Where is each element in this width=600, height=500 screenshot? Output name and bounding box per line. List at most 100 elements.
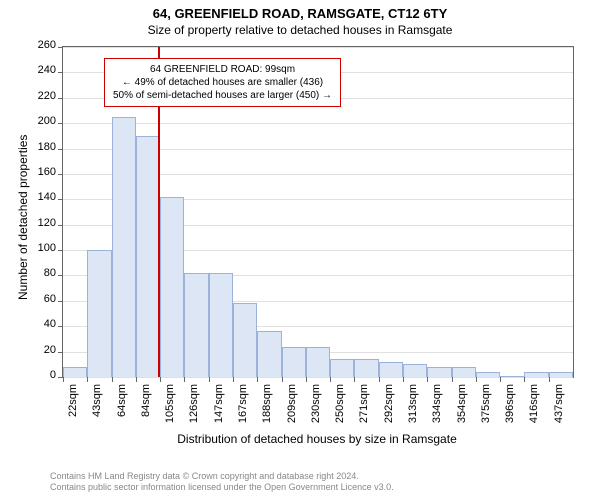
histogram-bar bbox=[379, 362, 403, 377]
annotation-line: ← 49% of detached houses are smaller (43… bbox=[113, 76, 332, 89]
x-tick-mark bbox=[427, 377, 428, 382]
x-tick-label: 43sqm bbox=[91, 384, 103, 429]
histogram-bar bbox=[160, 197, 184, 377]
annotation-line: 50% of semi-detached houses are larger (… bbox=[113, 89, 332, 102]
x-tick-mark bbox=[500, 377, 501, 382]
y-tick-mark bbox=[58, 275, 63, 276]
x-tick-mark bbox=[209, 377, 210, 382]
y-tick-label: 160 bbox=[26, 166, 56, 178]
histogram-bar bbox=[476, 372, 500, 377]
x-tick-label: 334sqm bbox=[431, 384, 443, 429]
x-tick-mark bbox=[524, 377, 525, 382]
y-tick-label: 20 bbox=[26, 344, 56, 356]
histogram-bar bbox=[257, 331, 281, 377]
y-tick-mark bbox=[58, 149, 63, 150]
histogram-bar bbox=[452, 367, 476, 377]
x-tick-label: 354sqm bbox=[456, 384, 468, 429]
y-tick-label: 240 bbox=[26, 64, 56, 76]
annotation-box: 64 GREENFIELD ROAD: 99sqm← 49% of detach… bbox=[104, 58, 341, 107]
y-tick-mark bbox=[58, 225, 63, 226]
x-tick-mark bbox=[87, 377, 88, 382]
x-tick-label: 416sqm bbox=[528, 384, 540, 429]
x-tick-mark bbox=[184, 377, 185, 382]
histogram-bar bbox=[112, 117, 136, 377]
y-tick-label: 120 bbox=[26, 217, 56, 229]
x-tick-label: 292sqm bbox=[383, 384, 395, 429]
y-tick-label: 0 bbox=[26, 369, 56, 381]
histogram-bar bbox=[427, 367, 451, 377]
histogram-bar bbox=[330, 359, 354, 377]
y-tick-label: 60 bbox=[26, 293, 56, 305]
x-tick-mark bbox=[379, 377, 380, 382]
x-tick-label: 188sqm bbox=[261, 384, 273, 429]
chart-title-main: 64, GREENFIELD ROAD, RAMSGATE, CT12 6TY bbox=[0, 0, 600, 21]
y-tick-label: 140 bbox=[26, 191, 56, 203]
x-tick-mark bbox=[257, 377, 258, 382]
histogram-bar bbox=[354, 359, 378, 377]
x-axis-label: Distribution of detached houses by size … bbox=[62, 432, 572, 446]
y-tick-mark bbox=[58, 352, 63, 353]
x-tick-label: 126sqm bbox=[188, 384, 200, 429]
histogram-bar bbox=[403, 364, 427, 377]
grid-line bbox=[63, 47, 573, 48]
x-tick-mark bbox=[112, 377, 113, 382]
x-tick-mark bbox=[354, 377, 355, 382]
y-tick-mark bbox=[58, 326, 63, 327]
x-tick-mark bbox=[549, 377, 550, 382]
histogram-bar bbox=[524, 372, 548, 377]
y-tick-mark bbox=[58, 72, 63, 73]
x-tick-label: 22sqm bbox=[67, 384, 79, 429]
x-tick-mark bbox=[452, 377, 453, 382]
x-tick-mark bbox=[476, 377, 477, 382]
y-tick-mark bbox=[58, 98, 63, 99]
histogram-bar bbox=[184, 273, 208, 377]
x-tick-label: 147sqm bbox=[213, 384, 225, 429]
y-tick-mark bbox=[58, 250, 63, 251]
histogram-bar bbox=[500, 376, 524, 377]
x-tick-mark bbox=[306, 377, 307, 382]
histogram-bar bbox=[87, 250, 111, 377]
y-tick-label: 260 bbox=[26, 39, 56, 51]
x-tick-label: 437sqm bbox=[553, 384, 565, 429]
x-tick-label: 84sqm bbox=[140, 384, 152, 429]
histogram-bar bbox=[136, 136, 160, 377]
histogram-bar bbox=[306, 347, 330, 377]
x-tick-label: 271sqm bbox=[358, 384, 370, 429]
x-tick-mark bbox=[403, 377, 404, 382]
y-tick-label: 40 bbox=[26, 318, 56, 330]
histogram-bar bbox=[233, 303, 257, 377]
x-tick-mark bbox=[160, 377, 161, 382]
y-tick-mark bbox=[58, 123, 63, 124]
y-tick-mark bbox=[58, 47, 63, 48]
x-tick-mark bbox=[63, 377, 64, 382]
x-tick-mark bbox=[282, 377, 283, 382]
y-tick-mark bbox=[58, 199, 63, 200]
footer-line-2: Contains public sector information licen… bbox=[50, 482, 590, 494]
x-tick-label: 64sqm bbox=[116, 384, 128, 429]
y-tick-label: 100 bbox=[26, 242, 56, 254]
x-tick-label: 105sqm bbox=[164, 384, 176, 429]
x-tick-label: 209sqm bbox=[286, 384, 298, 429]
y-tick-mark bbox=[58, 174, 63, 175]
footer-attribution: Contains HM Land Registry data © Crown c… bbox=[50, 471, 590, 494]
histogram-bar bbox=[209, 273, 233, 377]
x-tick-mark bbox=[233, 377, 234, 382]
y-tick-label: 80 bbox=[26, 267, 56, 279]
footer-line-1: Contains HM Land Registry data © Crown c… bbox=[50, 471, 590, 483]
annotation-line: 64 GREENFIELD ROAD: 99sqm bbox=[113, 63, 332, 76]
chart-title-sub: Size of property relative to detached ho… bbox=[0, 21, 600, 37]
grid-line bbox=[63, 377, 573, 378]
y-tick-label: 200 bbox=[26, 115, 56, 127]
x-tick-label: 396sqm bbox=[504, 384, 516, 429]
x-tick-label: 230sqm bbox=[310, 384, 322, 429]
histogram-bar bbox=[282, 347, 306, 377]
histogram-bar bbox=[549, 372, 573, 377]
chart-container: 64, GREENFIELD ROAD, RAMSGATE, CT12 6TY … bbox=[0, 0, 600, 500]
x-tick-label: 167sqm bbox=[237, 384, 249, 429]
y-tick-mark bbox=[58, 301, 63, 302]
x-tick-mark bbox=[136, 377, 137, 382]
x-tick-mark bbox=[330, 377, 331, 382]
x-tick-label: 375sqm bbox=[480, 384, 492, 429]
histogram-bar bbox=[63, 367, 87, 377]
grid-line bbox=[63, 123, 573, 124]
